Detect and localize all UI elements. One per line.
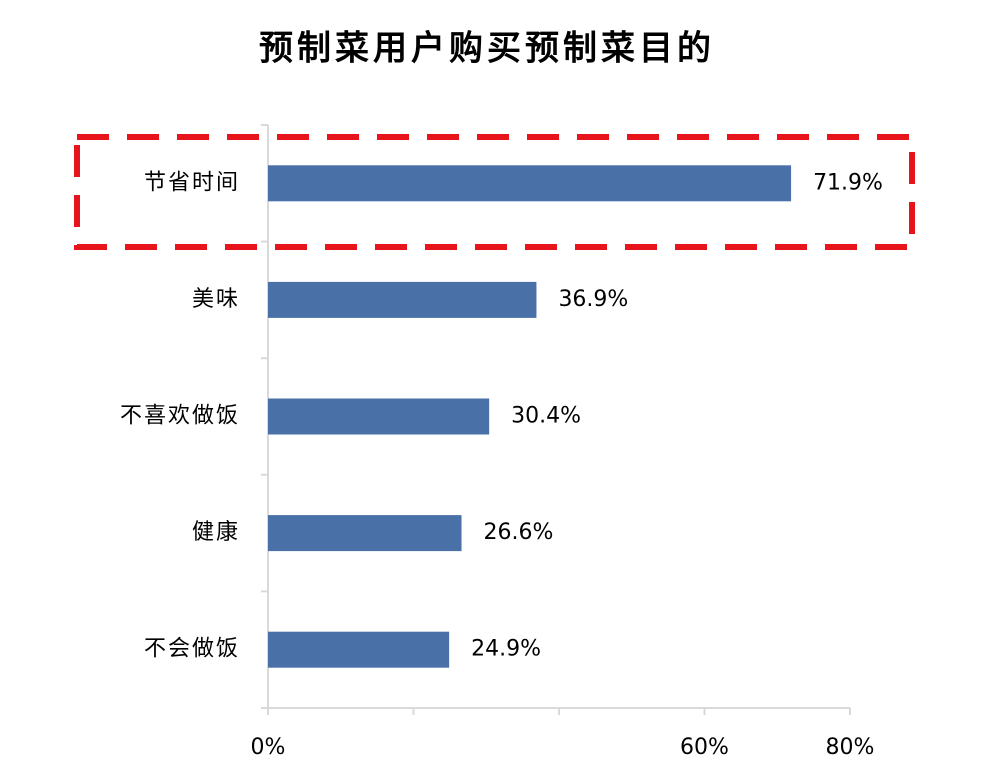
value-label: 26.6% [484,520,554,545]
bar [268,281,537,318]
value-label: 24.9% [471,637,541,662]
y-tick-label: 不喜欢做饭 [120,404,240,429]
value-label: 71.9% [813,170,883,195]
bar [268,398,490,435]
x-tick-label: 0% [251,735,286,760]
x-tick-label: 60% [680,735,729,760]
y-tick-label: 健康 [192,520,240,545]
chart-title: 预制菜用户购买预制菜目的 [259,29,715,69]
x-tick-label: 80% [826,735,875,760]
value-label: 36.9% [558,287,628,312]
bar [268,631,450,668]
y-tick-label: 美味 [192,287,240,312]
bar [268,165,792,202]
highlight-box [74,134,915,250]
y-tick-label: 节省时间 [144,170,240,195]
bar [268,515,462,552]
value-label: 30.4% [511,404,581,429]
y-tick-label: 不会做饭 [144,637,240,662]
